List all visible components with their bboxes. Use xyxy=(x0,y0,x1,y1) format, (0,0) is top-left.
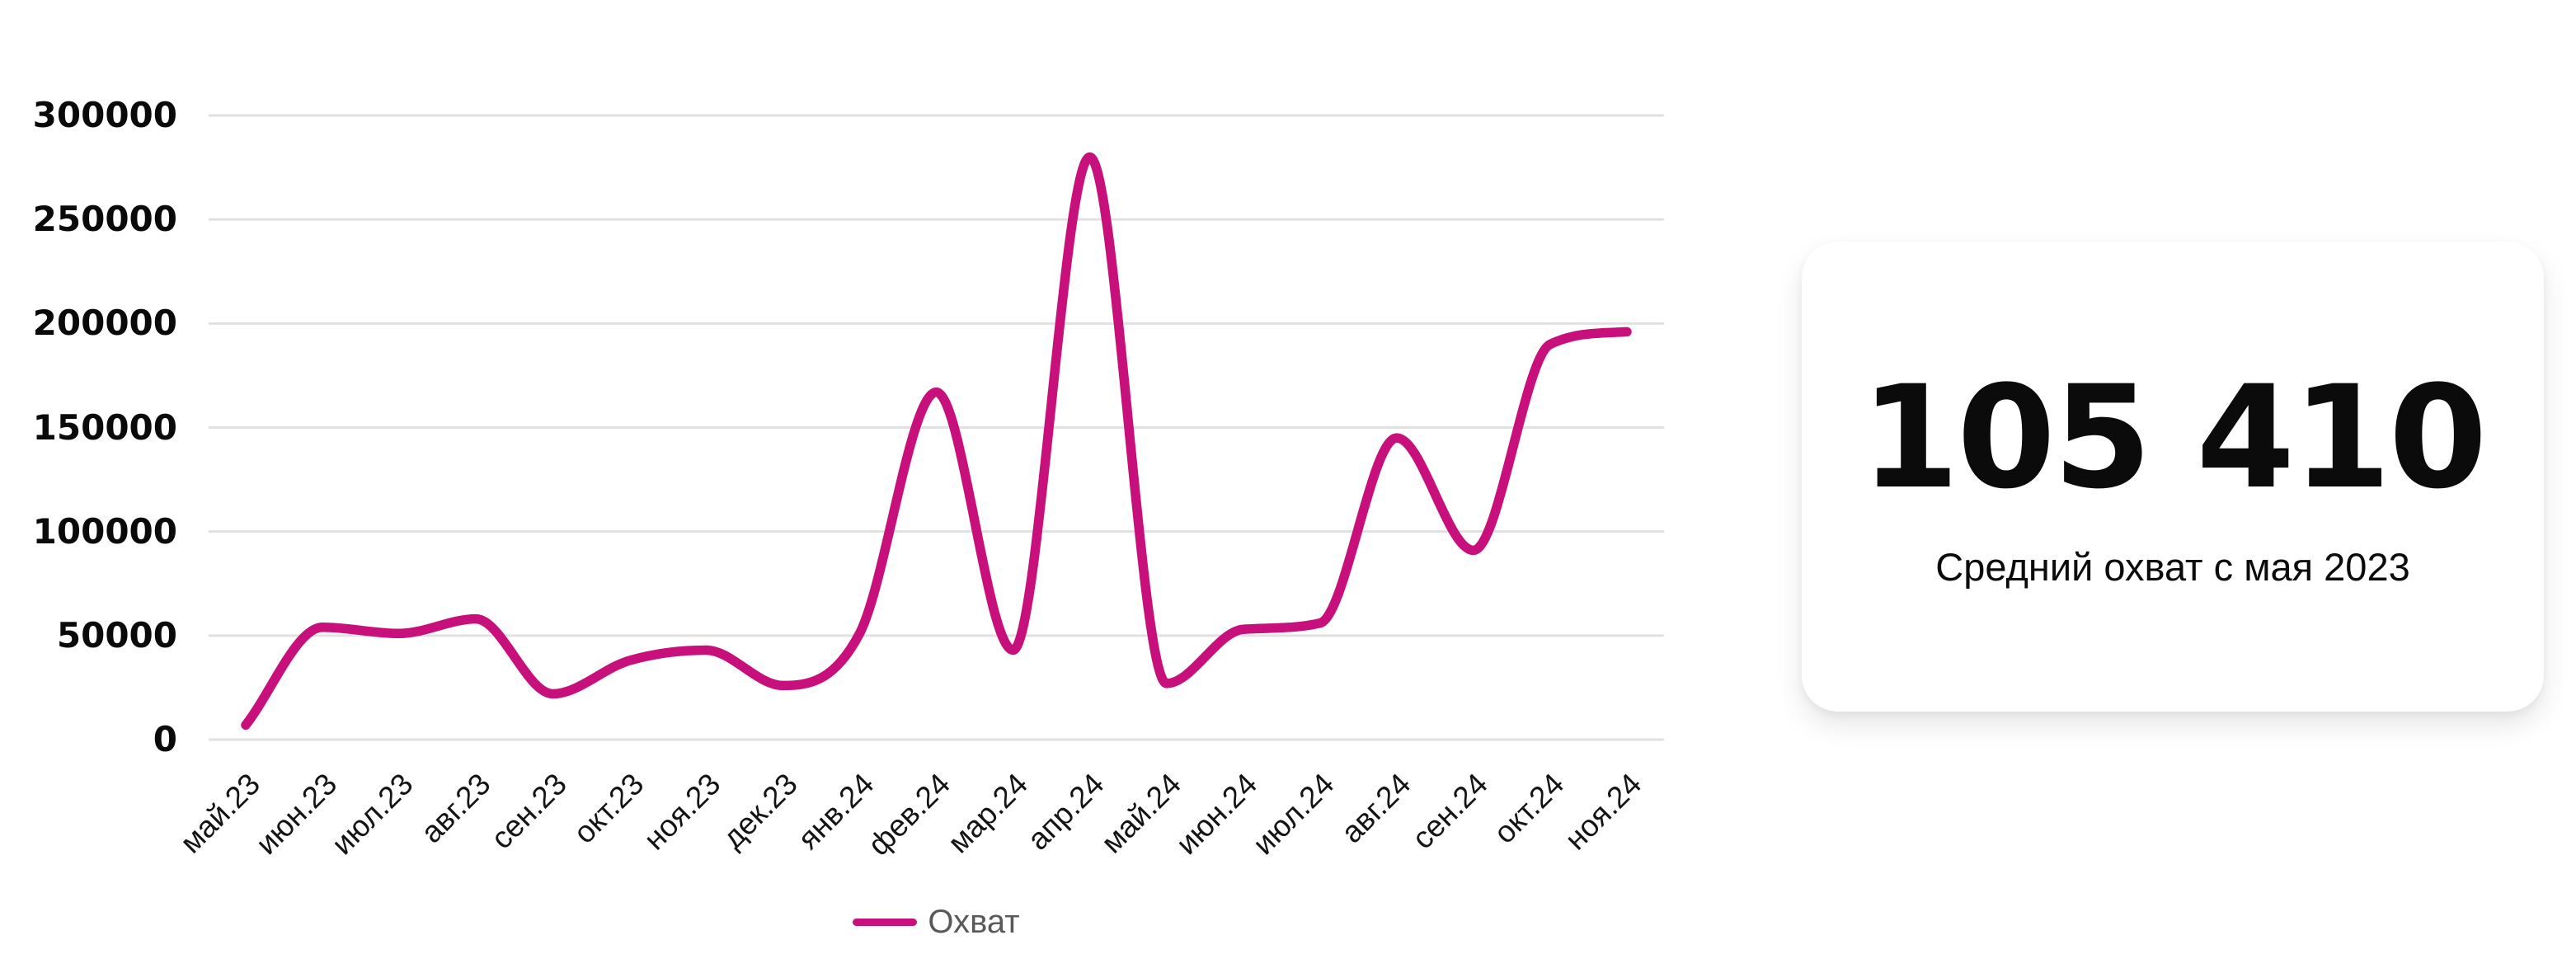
legend-item-reach[interactable]: Охват xyxy=(853,904,1020,941)
y-tick-label: 100000 xyxy=(32,510,177,552)
series-line-Охват xyxy=(241,152,1632,731)
summary-value: 105 410 xyxy=(1860,355,2488,521)
reach-chart: 0 50000 100000 150000 200000 250000 300000 май… xyxy=(32,95,1664,941)
y-tick-label: 200000 xyxy=(32,303,177,344)
y-tick-label: 250000 xyxy=(32,199,177,240)
y-tick-label: 300000 xyxy=(32,95,177,135)
y-tick-label: 0 xyxy=(153,719,177,759)
y-tick-label: 50000 xyxy=(56,614,177,656)
line-plot-canvas xyxy=(209,114,1664,741)
y-tick-label: 150000 xyxy=(32,406,177,448)
summary-card: 105 410 Средний охват с мая 2023 xyxy=(1802,242,2544,712)
chart-legend: Охват xyxy=(209,904,1664,941)
legend-label: Охват xyxy=(928,904,1020,940)
summary-subtitle: Средний охват с мая 2023 xyxy=(1935,544,2410,589)
legend-line-swatch xyxy=(853,919,918,926)
